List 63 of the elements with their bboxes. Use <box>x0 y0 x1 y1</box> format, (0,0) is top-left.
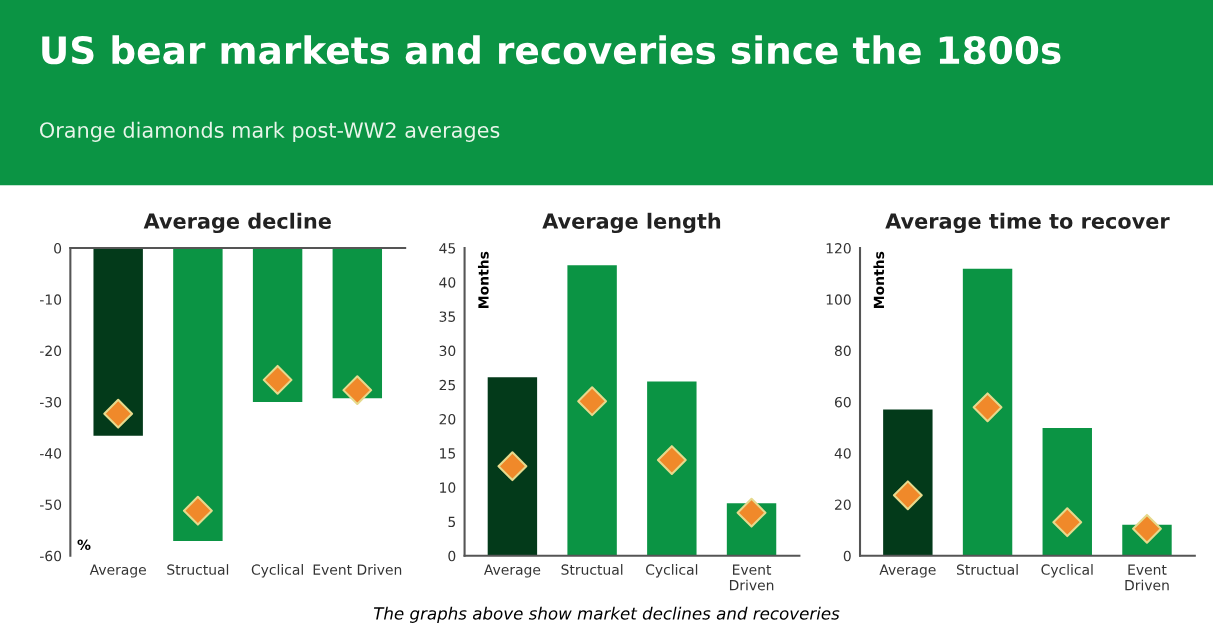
x-tick-label: Structual <box>561 564 623 575</box>
y-tick-label: -30 <box>40 396 62 408</box>
y-tick-label: 15 <box>440 448 456 459</box>
x-tick-label: Cyclical <box>251 564 303 578</box>
point <box>182 495 213 526</box>
x-tick-label: Structual <box>167 564 229 575</box>
y-tick-label: -40 <box>40 448 62 459</box>
y-tick-label: 10 <box>440 482 456 493</box>
y-tick-label: 0 <box>448 550 456 562</box>
bar <box>567 265 617 556</box>
chart-title: Average decline <box>143 212 331 234</box>
x-tick-label: Cyclical <box>645 564 698 578</box>
y-tick-label: 25 <box>439 379 456 391</box>
text: The graphs above show market declines and recoveries <box>373 606 840 623</box>
point <box>972 392 1003 423</box>
point <box>103 398 134 429</box>
y-axis-title: Months <box>477 251 489 308</box>
y-tick-label: 80 <box>834 345 851 357</box>
y-tick-label: -20 <box>40 345 62 357</box>
text: US bear markets and recoveries since the 1800s <box>42 35 1061 65</box>
bar <box>647 381 697 556</box>
x-tick-label: Cyclical <box>1041 564 1093 578</box>
y-tick-label: -60 <box>40 550 62 562</box>
bar <box>487 377 538 556</box>
x-tick-label: Event Driven <box>1125 564 1169 591</box>
y-tick-label: 120 <box>826 243 851 254</box>
y-tick-label: 100 <box>826 294 851 305</box>
text: Orange diamonds mark post-WW2 averages <box>39 121 500 142</box>
x-tick-label: Average <box>879 564 936 578</box>
y-tick-label: 5 <box>448 516 456 528</box>
y-tick-label: 45 <box>439 243 456 254</box>
point <box>1132 513 1162 544</box>
y-tick-label: 40 <box>439 277 456 288</box>
point <box>342 375 373 406</box>
point <box>497 451 528 482</box>
point <box>1052 507 1083 538</box>
x-tick-label: Average <box>89 564 146 578</box>
y-axis-title: % <box>77 539 91 551</box>
y-tick-label: 30 <box>439 345 456 357</box>
chart-title: Average length <box>542 212 721 234</box>
y-tick-label: 20 <box>439 413 456 425</box>
point <box>892 480 923 511</box>
bar <box>1042 428 1092 556</box>
chart-title: Average time to recover <box>885 212 1170 234</box>
y-tick-label: 60 <box>834 396 851 408</box>
x-tick-label: Average <box>484 564 541 578</box>
x-tick-label: Event Driven <box>729 564 774 591</box>
y-tick-label: -50 <box>40 499 62 510</box>
y-tick-label: 20 <box>835 499 851 510</box>
point <box>262 364 293 395</box>
y-tick-label: -10 <box>40 294 62 305</box>
y-tick-label: 0 <box>843 550 851 562</box>
point <box>656 445 687 475</box>
y-axis-title: Months <box>873 251 885 308</box>
point <box>736 497 767 528</box>
bar <box>883 409 933 556</box>
y-tick-label: 0 <box>54 243 62 254</box>
y-tick-label: 35 <box>439 311 456 322</box>
y-tick-label: 40 <box>834 448 851 459</box>
point <box>577 386 608 417</box>
x-tick-label: Structual <box>956 564 1018 575</box>
x-tick-label: Event Driven <box>313 564 402 575</box>
bar <box>962 268 1013 556</box>
